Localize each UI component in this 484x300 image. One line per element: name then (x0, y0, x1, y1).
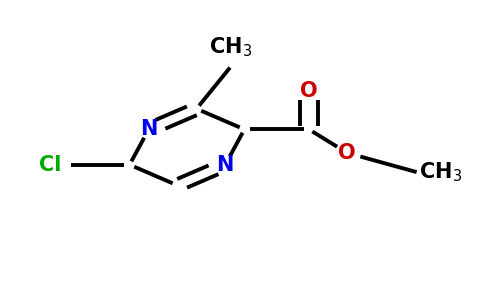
Text: Cl: Cl (39, 155, 62, 175)
Text: N: N (216, 155, 234, 175)
Text: O: O (300, 81, 318, 101)
Text: CH$_3$: CH$_3$ (209, 35, 252, 59)
Text: O: O (338, 143, 356, 163)
Text: N: N (140, 119, 157, 140)
Text: CH$_3$: CH$_3$ (419, 160, 462, 184)
